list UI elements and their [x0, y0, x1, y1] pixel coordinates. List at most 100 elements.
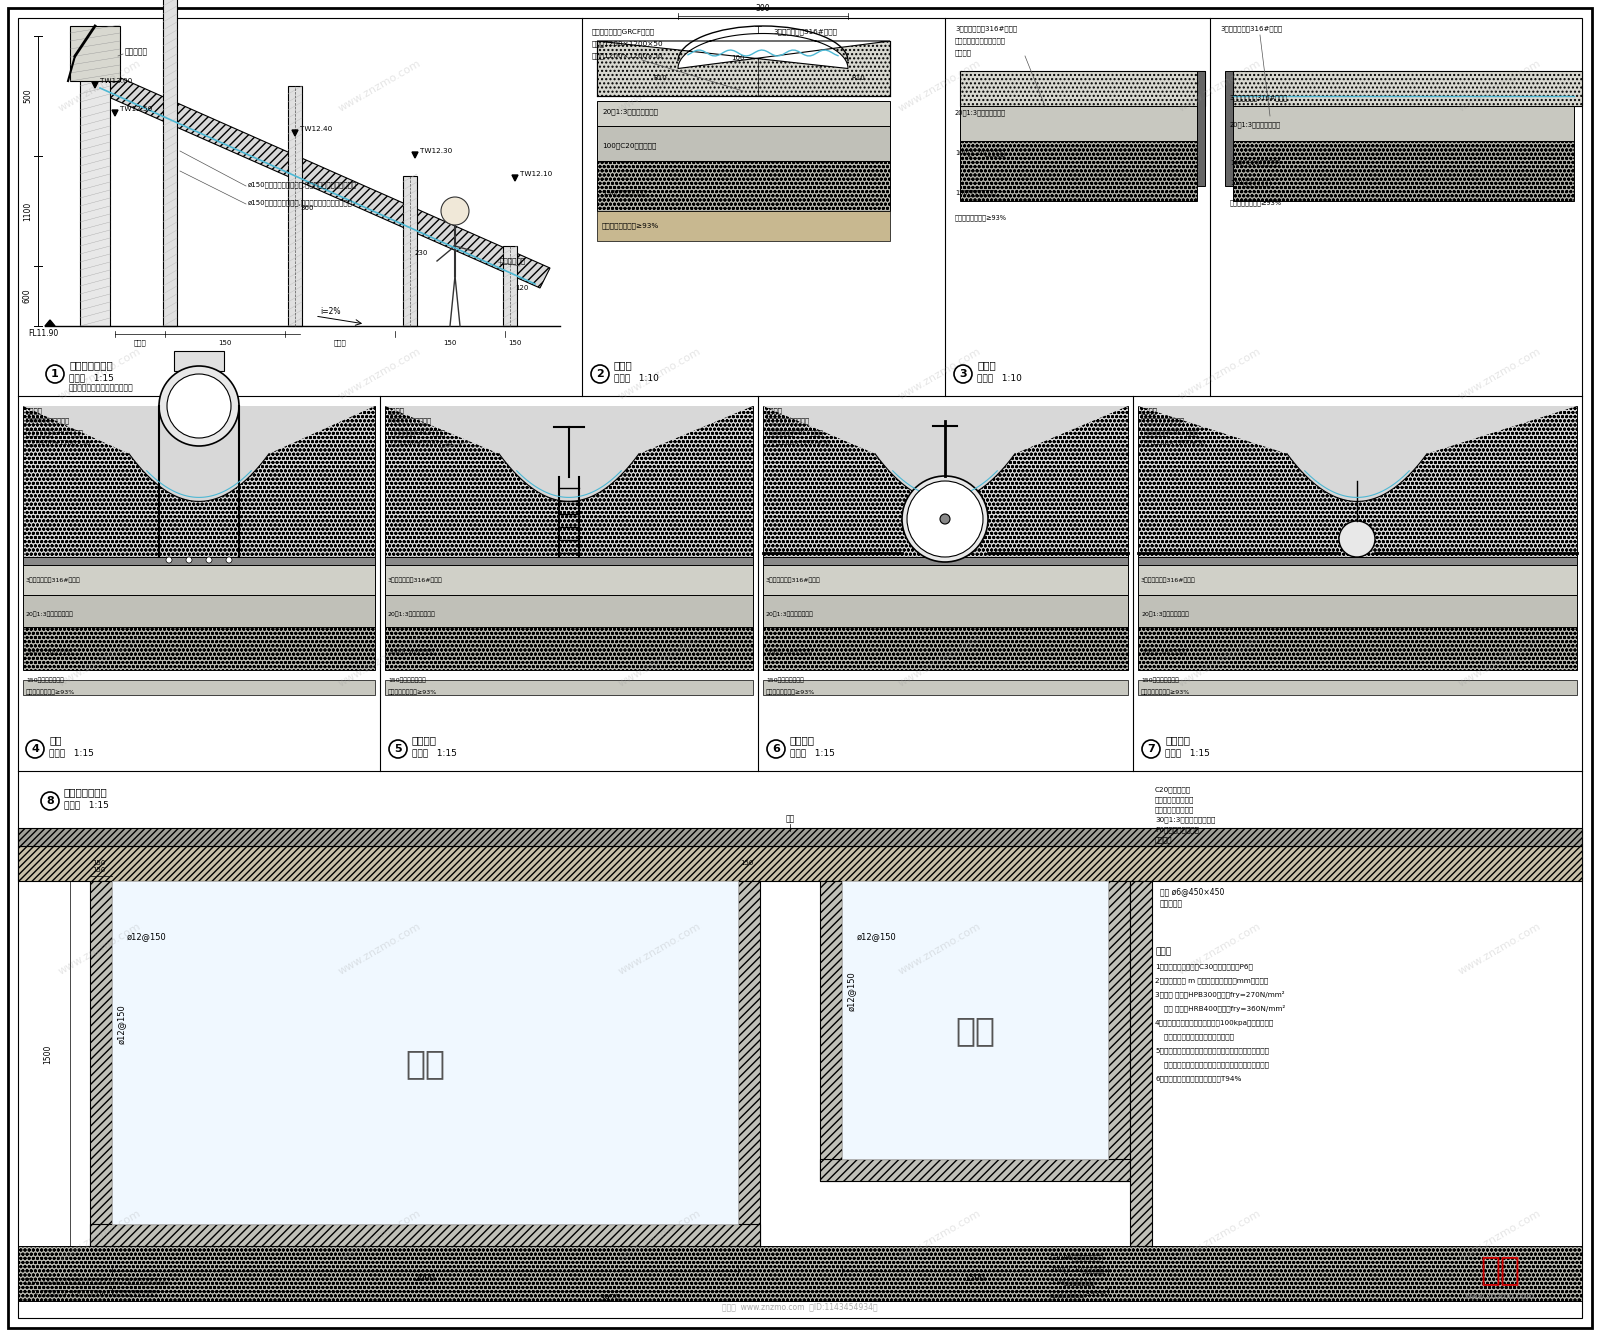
Bar [819, 880, 842, 1181]
Text: www.znzmo.com: www.znzmo.com [338, 633, 422, 689]
Text: 成品加强预制盖片层: 成品加强预制盖片层 [1155, 796, 1194, 803]
Text: 150厚级配碎石垫层: 150厚级配碎石垫层 [955, 190, 995, 196]
Bar [1234, 142, 1574, 200]
Text: www.znzmo.com: www.znzmo.com [618, 1208, 702, 1264]
Bar [960, 71, 1205, 106]
Text: 基桩距: 基桩距 [134, 339, 146, 346]
Bar [960, 106, 1197, 142]
Text: www.znzmo.com: www.znzmo.com [1458, 921, 1542, 977]
Text: C20混凝土压顶: C20混凝土压顶 [1155, 787, 1190, 794]
Bar [502, 246, 517, 326]
Text: 20厚1:3千硬性水泥砂浆: 20厚1:3千硬性水泥砂浆 [955, 110, 1006, 116]
Text: 素土夯实，密实度≥93%: 素土夯实，密实度≥93% [602, 222, 659, 228]
Bar [386, 680, 754, 695]
Text: 4、夯土地基承载力特征值不小于100kpa，如现场地基: 4、夯土地基承载力特征值不小于100kpa，如现场地基 [1155, 1019, 1274, 1026]
Bar [22, 680, 374, 695]
Bar [22, 627, 374, 669]
Text: 100厚C20混凝土基层: 100厚C20混凝土基层 [1141, 649, 1187, 655]
Text: 比例：   1:10: 比例： 1:10 [978, 373, 1022, 382]
Bar [763, 627, 1128, 669]
Text: 规格：1200×1200×50: 规格：1200×1200×50 [592, 52, 664, 59]
Bar [70, 25, 120, 81]
Text: 30厚1:3干硬性瓷砖水泥砂: 30厚1:3干硬性瓷砖水泥砂 [1155, 816, 1216, 823]
Text: 由专业厂家二次深化设计: 由专业厂家二次深化设计 [26, 417, 70, 424]
Text: 3厚亚光面原色316#不锈钢: 3厚亚光面原色316#不锈钢 [26, 577, 80, 582]
Text: 5: 5 [394, 744, 402, 754]
Text: 素混凝土: 素混凝土 [1155, 836, 1173, 843]
Text: 安装及固定由专业厂家二次深化: 安装及固定由专业厂家二次深化 [69, 383, 134, 391]
Text: 100厚C20混凝土基层: 100厚C20混凝土基层 [1230, 159, 1280, 166]
Text: www.znzmo.com: www.znzmo.com [618, 346, 702, 401]
Text: 600: 600 [22, 289, 32, 303]
Text: 比例：   1:15: 比例： 1:15 [790, 748, 835, 758]
Bar [1138, 557, 1578, 565]
Text: 比例：   1:10: 比例： 1:10 [614, 373, 659, 382]
Text: TW12.50: TW12.50 [120, 106, 152, 112]
Bar [90, 1224, 760, 1246]
Text: 2、图中标高以 m 为单位，其余尺寸以mm为单位。: 2、图中标高以 m 为单位，其余尺寸以mm为单位。 [1155, 978, 1269, 985]
Text: 20厚1:3千硬性水泥砂浆: 20厚1:3千硬性水泥砂浆 [26, 612, 74, 617]
Bar [597, 126, 890, 162]
Text: 由专业厂家二次深化设计: 由专业厂家二次深化设计 [387, 417, 432, 424]
Text: 规格：1200×1200×50: 规格：1200×1200×50 [592, 40, 664, 47]
Text: 渠闸: 渠闸 [50, 735, 61, 745]
Bar [22, 406, 374, 565]
Bar [22, 595, 374, 627]
Bar [597, 162, 890, 211]
Circle shape [766, 740, 786, 758]
Circle shape [226, 557, 232, 562]
Text: ø12@150: ø12@150 [126, 933, 166, 941]
Text: 3厚亚光面原色316#不锈钢: 3厚亚光面原色316#不锈钢 [955, 25, 1018, 32]
Text: www.znzmo.com: www.znzmo.com [898, 1208, 982, 1264]
Text: 1500: 1500 [965, 1275, 986, 1283]
Bar [18, 828, 1582, 846]
Text: 素土夯实，密实度≥93%: 素土夯实，密实度≥93% [1050, 1291, 1107, 1297]
Text: 150厚级配碎石垫层: 150厚级配碎石垫层 [1141, 677, 1179, 683]
Bar [1197, 71, 1205, 186]
Text: 氩弧焊接，接平面所不分钢: 氩弧焊接，接平面所不分钢 [955, 37, 1006, 44]
Bar [1130, 880, 1152, 1246]
Text: i=2%: i=2% [320, 307, 341, 317]
Bar [386, 406, 754, 565]
Text: 泵坑: 泵坑 [955, 1014, 995, 1047]
Text: 2: 2 [597, 369, 603, 379]
Text: 比例：   1:15: 比例： 1:15 [50, 748, 94, 758]
Bar [1234, 106, 1574, 142]
Text: 1500: 1500 [43, 1045, 53, 1063]
Bar [386, 627, 754, 669]
Text: R10: R10 [851, 75, 864, 81]
Text: 木桩水径立面图: 木桩水径立面图 [69, 359, 112, 370]
Text: www.znzmo.com: www.znzmo.com [1458, 59, 1542, 114]
Text: 150厚级配碎石垫层: 150厚级配碎石垫层 [26, 677, 64, 683]
Text: 150: 150 [739, 860, 754, 866]
Polygon shape [93, 81, 98, 88]
Text: 由专业厂家二次深化设计: 由专业厂家二次深化设计 [1141, 417, 1186, 424]
Text: 焊接区域: 焊接区域 [955, 49, 973, 56]
Text: 素土夯实，密实度≥93%: 素土夯实，密实度≥93% [387, 689, 437, 695]
Text: 150厚级配碎石垫层: 150厚级配碎石垫层 [766, 677, 803, 683]
Text: 知末网  www.znzmo.com  【ID:1143454934】: 知末网 www.znzmo.com 【ID:1143454934】 [722, 1303, 878, 1311]
Bar [763, 557, 1128, 565]
Bar [597, 102, 890, 126]
Text: 剖面二: 剖面二 [978, 359, 995, 370]
Text: 规格：1200×1200×50: 规格：1200×1200×50 [26, 440, 91, 446]
Text: 覆黄色仿自然面GRCF人造石: 覆黄色仿自然面GRCF人造石 [387, 429, 446, 436]
Text: 覆黄色仿自然面GRCF人造石: 覆黄色仿自然面GRCF人造石 [1141, 429, 1198, 436]
Bar [386, 557, 754, 565]
Text: www.znzmo.com: www.znzmo.com [338, 1208, 422, 1264]
Circle shape [206, 557, 211, 562]
Circle shape [42, 792, 59, 810]
Circle shape [166, 557, 173, 562]
Text: P6抗渗要膨胀混凝土: P6抗渗要膨胀混凝土 [1155, 827, 1198, 834]
Bar [1138, 406, 1578, 565]
Text: 6: 6 [773, 744, 779, 754]
Bar [90, 880, 112, 1246]
Text: www.znzmo.com: www.znzmo.com [58, 633, 142, 689]
Text: 覆黄色仿自然面GRCF人造石: 覆黄色仿自然面GRCF人造石 [766, 429, 824, 436]
Text: R10: R10 [653, 75, 667, 81]
Bar [386, 565, 754, 595]
Text: 3厚亚光面原色316#不锈钢: 3厚亚光面原色316#不锈钢 [1230, 95, 1288, 102]
Bar [763, 406, 1128, 565]
Text: 素土夯实，密实度≥93%: 素土夯实，密实度≥93% [955, 214, 1006, 220]
Text: 说明：: 说明： [1155, 947, 1171, 957]
